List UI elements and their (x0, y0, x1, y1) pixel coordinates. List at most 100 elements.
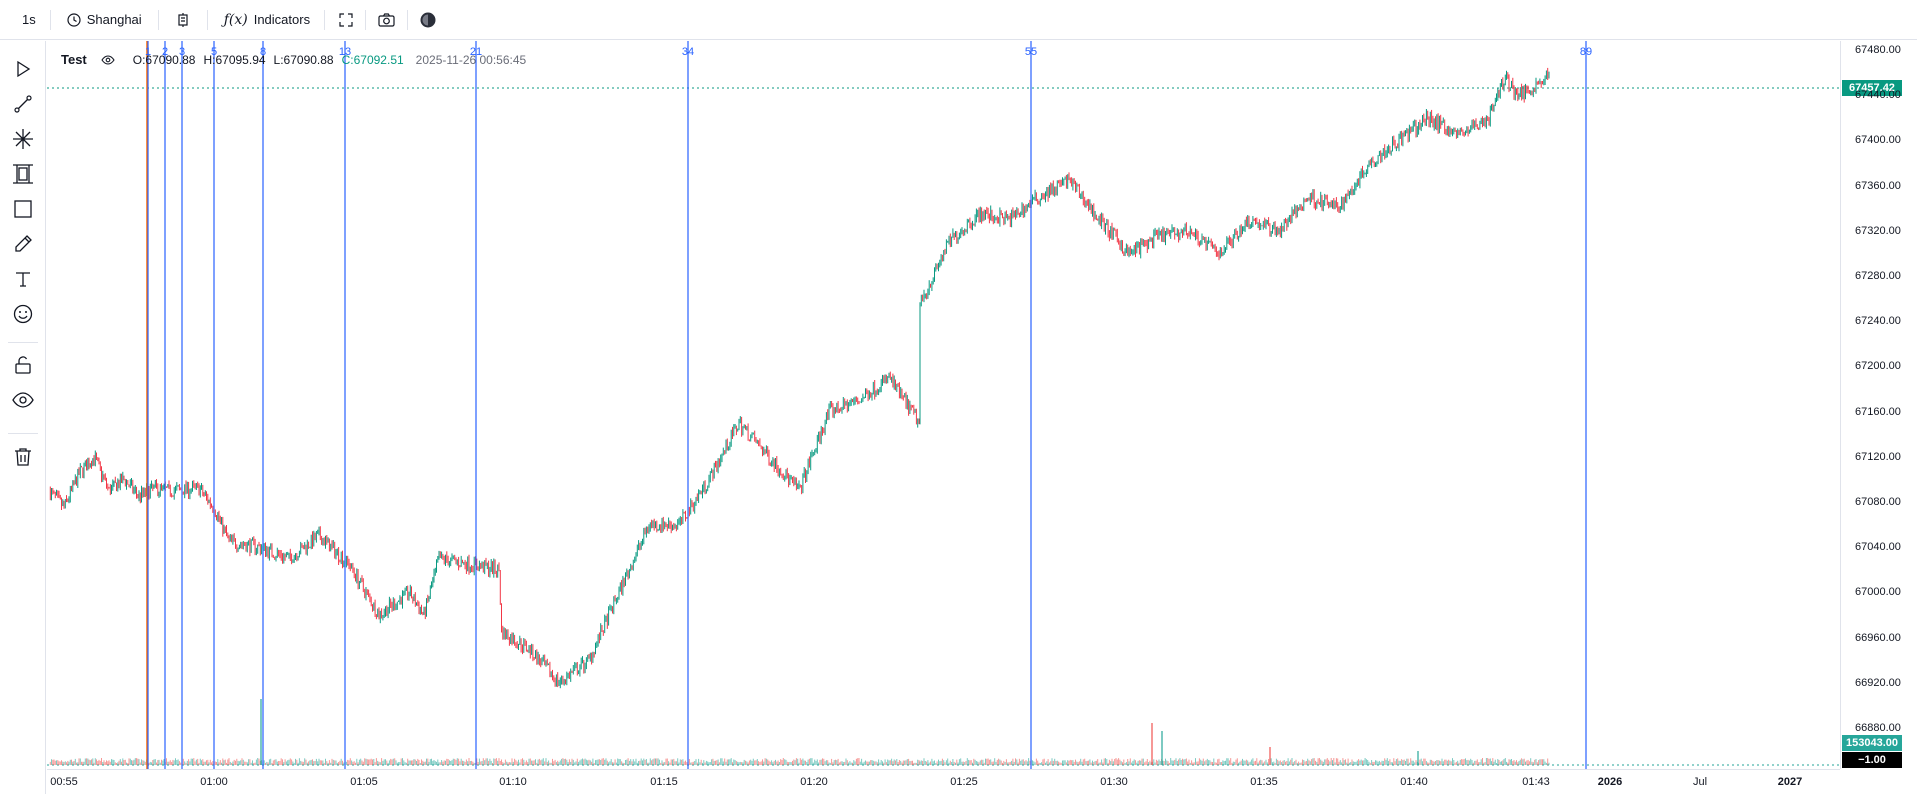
fib-time-zones: 1 2 3 5 8 13 21 34 55 89 (145, 41, 1592, 769)
indicators-button[interactable]: ƒ(x) Indicators (208, 0, 324, 40)
price-tick-label: 67080.00 (1855, 496, 1901, 508)
theme-icon (420, 12, 436, 28)
time-tick-label: 01:15 (650, 776, 678, 788)
price-tick-label: 67400.00 (1855, 134, 1901, 147)
fib-zone-label: 21 (470, 46, 482, 58)
fib-zone-label: 89 (1580, 46, 1592, 58)
screenshot-button[interactable] (366, 0, 407, 40)
toolbar-divider (407, 9, 409, 30)
remove-drawings-button[interactable] (9, 445, 37, 473)
fib-tool-button[interactable] (9, 127, 37, 155)
top-toolbar: 1s Shanghai ƒ(x) Indicators (0, 0, 1917, 40)
fib-zone-label: 3 (179, 46, 185, 58)
volume-group (49, 699, 1550, 765)
brush-icon (13, 234, 33, 259)
time-tick-label: 2026 (1597, 776, 1623, 788)
legend-low: L:67090.88 (273, 52, 334, 67)
toolbar-divider (365, 9, 367, 30)
fib-icon (12, 128, 34, 155)
fib-zone-label: 2 (162, 46, 168, 58)
legend-close: C:67092.51 (341, 52, 404, 67)
pattern-icon (12, 163, 34, 190)
price-tick-label: 67040.00 (1855, 541, 1901, 554)
interval-label: 1s (22, 12, 36, 27)
price-tick-label: 66880.00 (1855, 722, 1901, 734)
price-tick-label: 67240.00 (1855, 315, 1901, 328)
price-tick-label: 67320.00 (1855, 224, 1901, 237)
cursor-icon (14, 60, 32, 83)
trendline-icon (13, 94, 33, 119)
fib-zone-label: 13 (339, 46, 351, 58)
toolbar-divider (157, 9, 159, 30)
fullscreen-button[interactable] (325, 0, 365, 40)
brush-tool-button[interactable] (9, 232, 37, 260)
price-tick-label: 67120.00 (1855, 450, 1901, 463)
emoji-icon (13, 304, 33, 329)
price-tick-label: 67200.00 (1855, 360, 1901, 373)
fullscreen-icon (339, 12, 353, 27)
time-tick-label: 01:00 (200, 776, 228, 788)
series-legend: Test O:67090.88 H:67095.94 L:67090.88 C:… (61, 52, 526, 67)
legend-open: O:67090.88 (132, 52, 196, 67)
time-tick-label: 01:30 (1100, 776, 1128, 788)
theme-toggle-button[interactable] (408, 0, 446, 40)
chart-type-button[interactable] (159, 0, 207, 40)
time-tick-label: 01:10 (499, 776, 527, 788)
time-tick-label: 01:40 (1400, 776, 1428, 788)
fib-zone-label: 55 (1025, 46, 1037, 58)
time-tick-label: 01:25 (950, 776, 978, 788)
time-tick-label: 01:05 (350, 776, 378, 788)
price-tick-label: 67000.00 (1855, 586, 1901, 599)
price-tick-label: 67280.00 (1855, 270, 1901, 282)
price-chart[interactable]: 1 2 3 5 8 13 21 34 55 89 (47, 41, 1840, 769)
price-axis[interactable]: 67457.42 153043.00 −1.00 67480.00 67440.0… (1840, 41, 1917, 769)
toolbar-divider (324, 9, 326, 30)
legend-timestamp: 2025-11-26 00:56:45 (415, 52, 527, 67)
fib-zone-label: 1 (145, 46, 151, 58)
emoji-tool-button[interactable] (9, 302, 37, 330)
eye-icon[interactable] (101, 54, 115, 65)
time-tick-label: 00:55 (50, 776, 78, 788)
trash-icon (14, 447, 32, 472)
trendline-tool-button[interactable] (9, 92, 37, 120)
fib-zone-label: 8 (260, 46, 266, 58)
time-tick-label: Jul (1692, 776, 1708, 788)
candles-icon (175, 12, 191, 28)
toolbar-divider (8, 342, 38, 343)
time-tick-label: 2027 (1777, 776, 1803, 788)
last-price-badge: 67457.42 (1842, 80, 1902, 96)
volume-badge: 153043.00 (1842, 735, 1902, 751)
camera-icon (378, 12, 395, 27)
toolbar-divider (206, 9, 208, 30)
drawing-toolbar (0, 41, 46, 794)
toolbar-divider (49, 9, 51, 30)
pattern-tool-button[interactable] (9, 162, 37, 190)
price-tick-label: 67480.00 (1855, 44, 1901, 56)
timezone-button[interactable]: Shanghai (51, 0, 158, 40)
price-tick-label: 67440.00 (1855, 89, 1901, 102)
price-tick-label: 67160.00 (1855, 405, 1901, 418)
cursor-tool-button[interactable] (9, 57, 37, 85)
time-tick-label: 01:35 (1250, 776, 1278, 788)
indicators-label: Indicators (253, 12, 311, 27)
hide-drawings-button[interactable] (9, 388, 37, 416)
chart-pane[interactable]: 1 2 3 5 8 13 21 34 55 89 (47, 41, 1840, 769)
price-tick-label: 66960.00 (1855, 631, 1901, 644)
legend-high: H:67095.94 (203, 52, 266, 67)
zero-badge: −1.00 (1842, 752, 1902, 768)
clock-icon (67, 12, 81, 27)
candles-group (49, 67, 1550, 689)
time-axis[interactable]: 00:55 01:00 01:05 01:10 01:15 01:20 01:25 01:30… (47, 769, 1840, 794)
time-tick-label: 01:20 (800, 776, 828, 788)
rectangle-icon (13, 199, 33, 224)
rectangle-tool-button[interactable] (9, 197, 37, 225)
interval-button[interactable]: 1s (0, 0, 50, 40)
text-tool-button[interactable] (9, 267, 37, 295)
toolbar-divider (8, 433, 38, 434)
timezone-label: Shanghai (86, 12, 142, 27)
eye-icon (12, 391, 34, 413)
price-tick-label: 67360.00 (1855, 179, 1901, 192)
price-tick-label: 66920.00 (1855, 676, 1901, 689)
lock-drawings-button[interactable] (9, 353, 37, 381)
fib-zone-label: 34 (682, 46, 694, 58)
